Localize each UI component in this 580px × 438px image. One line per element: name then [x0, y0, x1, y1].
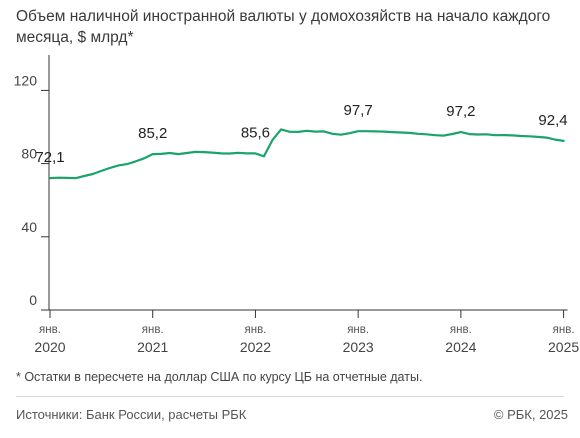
data-labels: 72,1 85,2 85,6 97,7 97,2 92,4 [35, 102, 567, 166]
y-tick-label: 80 [21, 146, 37, 162]
y-tick-label: 120 [14, 72, 38, 88]
data-label: 92,4 [538, 112, 567, 129]
x-tick-year-label: 2020 [34, 339, 65, 355]
x-tick-month-label: янв. [39, 324, 61, 336]
x-tick-month-label: янв. [347, 324, 369, 336]
data-label: 97,7 [344, 102, 373, 119]
chart-title: Объем наличной иностранной валюты у домо… [16, 8, 551, 46]
footnote: * Остатки в пересчете на доллар США по к… [16, 370, 423, 384]
data-label: 85,6 [241, 124, 270, 141]
data-label: 72,1 [35, 149, 64, 166]
line-chart: 0 40 80 120 янв. 2020 янв. 2021 янв. 2022 янв. 202… [14, 55, 579, 355]
source-text: Источники: Банк России, расчеты РБК [16, 407, 247, 422]
data-label: 97,2 [446, 103, 475, 120]
x-tick-month-label: янв. [553, 324, 575, 336]
y-tick-label: 0 [29, 292, 37, 308]
x-tick-year-label: 2022 [240, 339, 271, 355]
series-line [48, 128, 565, 180]
x-tick-month-label: янв. [244, 324, 266, 336]
x-tick-year-label: 2024 [445, 339, 476, 355]
x-tick-year-label: 2021 [137, 339, 168, 355]
x-tick-year-label: 2025 [548, 339, 579, 355]
data-label: 85,2 [138, 125, 167, 142]
series [48, 128, 565, 180]
x-tick-month-label: янв. [142, 324, 164, 336]
x-axis: янв. 2020 янв. 2021 янв. 2022 янв. 2023 янв. 2024… [34, 309, 579, 355]
x-tick-month-label: янв. [450, 324, 472, 336]
copyright-text: © РБК, 2025 [493, 407, 568, 422]
y-axis: 0 40 80 120 [14, 55, 50, 311]
divider [16, 396, 564, 397]
y-tick-label: 40 [21, 219, 37, 235]
x-tick-year-label: 2023 [343, 339, 374, 355]
